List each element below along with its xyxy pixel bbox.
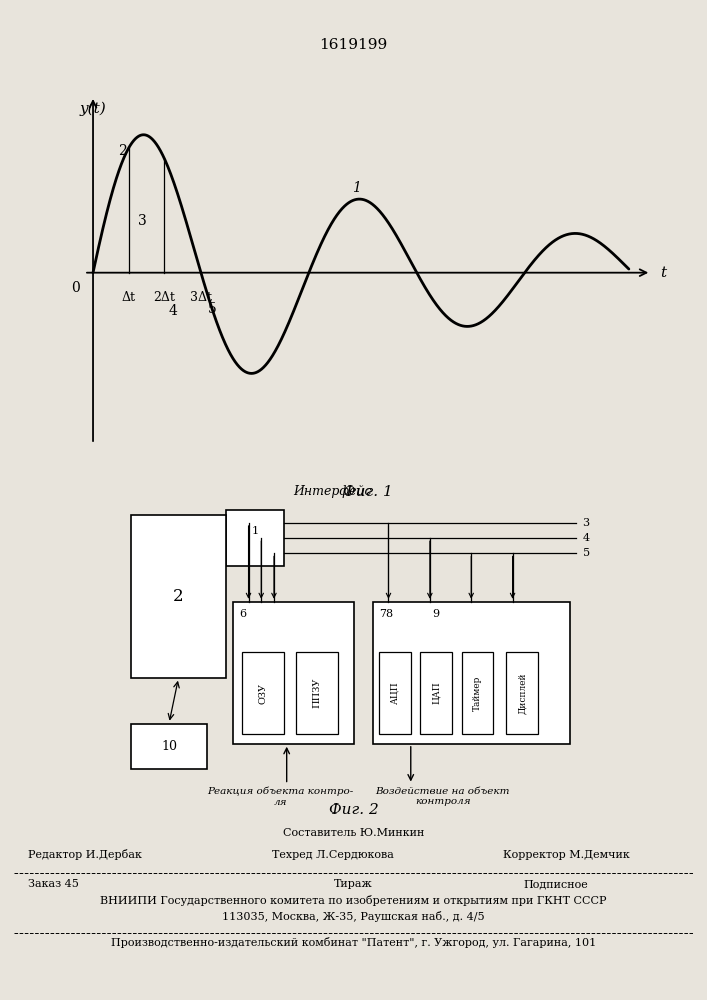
Bar (296, 652, 338, 734)
Bar (462, 652, 493, 734)
Text: Интерфейс: Интерфейс (293, 485, 372, 498)
Text: Фиг. 1: Фиг. 1 (343, 485, 392, 499)
Text: 0: 0 (71, 281, 80, 295)
Text: 4: 4 (583, 533, 590, 543)
Text: 6: 6 (239, 609, 246, 619)
Text: 3: 3 (583, 518, 590, 528)
Text: 3: 3 (138, 214, 146, 228)
Text: Техред Л.Сердюкова: Техред Л.Сердюкова (272, 850, 394, 860)
Text: ЦАП: ЦАП (432, 682, 440, 704)
Text: 7: 7 (379, 609, 386, 619)
Text: 3Δt: 3Δt (190, 291, 212, 304)
Bar (243, 652, 284, 734)
Text: Производственно-издательский комбинат "Патент", г. Ужгород, ул. Гагарина, 101: Производственно-издательский комбинат "П… (111, 937, 596, 948)
Bar (233, 602, 354, 744)
Text: Дисплей: Дисплей (518, 672, 527, 714)
Text: Таймер: Таймер (473, 675, 482, 711)
Text: 2Δt: 2Δt (153, 291, 175, 304)
Text: ППЗУ: ППЗУ (312, 678, 322, 708)
Text: 4: 4 (169, 304, 177, 318)
Text: 2: 2 (173, 588, 184, 605)
Text: ОЗУ: ОЗУ (258, 683, 267, 704)
Text: АЦП: АЦП (390, 682, 399, 704)
Bar (131, 724, 207, 769)
Text: Подписное: Подписное (523, 879, 588, 889)
Text: 10: 10 (161, 740, 177, 753)
Text: Воздействие на объект
контроля: Воздействие на объект контроля (375, 787, 510, 806)
Text: ВНИИПИ Государственного комитета по изобретениям и открытиям при ГКНТ СССР: ВНИИПИ Государственного комитета по изоб… (100, 895, 607, 906)
Text: 5: 5 (208, 302, 216, 316)
Text: t: t (660, 266, 666, 280)
Bar (226, 510, 284, 566)
Text: 5: 5 (583, 548, 590, 558)
Bar (131, 515, 226, 678)
Bar (373, 602, 570, 744)
Text: Составитель Ю.Минкин: Составитель Ю.Минкин (283, 828, 424, 838)
Text: Тираж: Тираж (334, 879, 373, 889)
Bar (379, 652, 411, 734)
Text: Редактор И.Дербак: Редактор И.Дербак (28, 849, 141, 860)
Text: 2: 2 (117, 144, 127, 158)
Text: 8: 8 (385, 609, 392, 619)
Text: 1: 1 (251, 526, 259, 536)
Text: 1619199: 1619199 (320, 38, 387, 52)
Text: Корректор М.Демчик: Корректор М.Демчик (503, 850, 629, 860)
Text: Реакция объекта контро-
ля: Реакция объекта контро- ля (207, 787, 354, 807)
Text: 113035, Москва, Ж-35, Раушская наб., д. 4/5: 113035, Москва, Ж-35, Раушская наб., д. … (222, 911, 485, 922)
Text: 9: 9 (433, 609, 440, 619)
Text: Фиг. 2: Фиг. 2 (329, 803, 378, 817)
Text: 1: 1 (352, 181, 361, 195)
Text: Заказ 45: Заказ 45 (28, 879, 78, 889)
Bar (506, 652, 538, 734)
Text: Δt: Δt (122, 291, 136, 304)
Text: y(t): y(t) (80, 101, 106, 116)
Bar (421, 652, 452, 734)
